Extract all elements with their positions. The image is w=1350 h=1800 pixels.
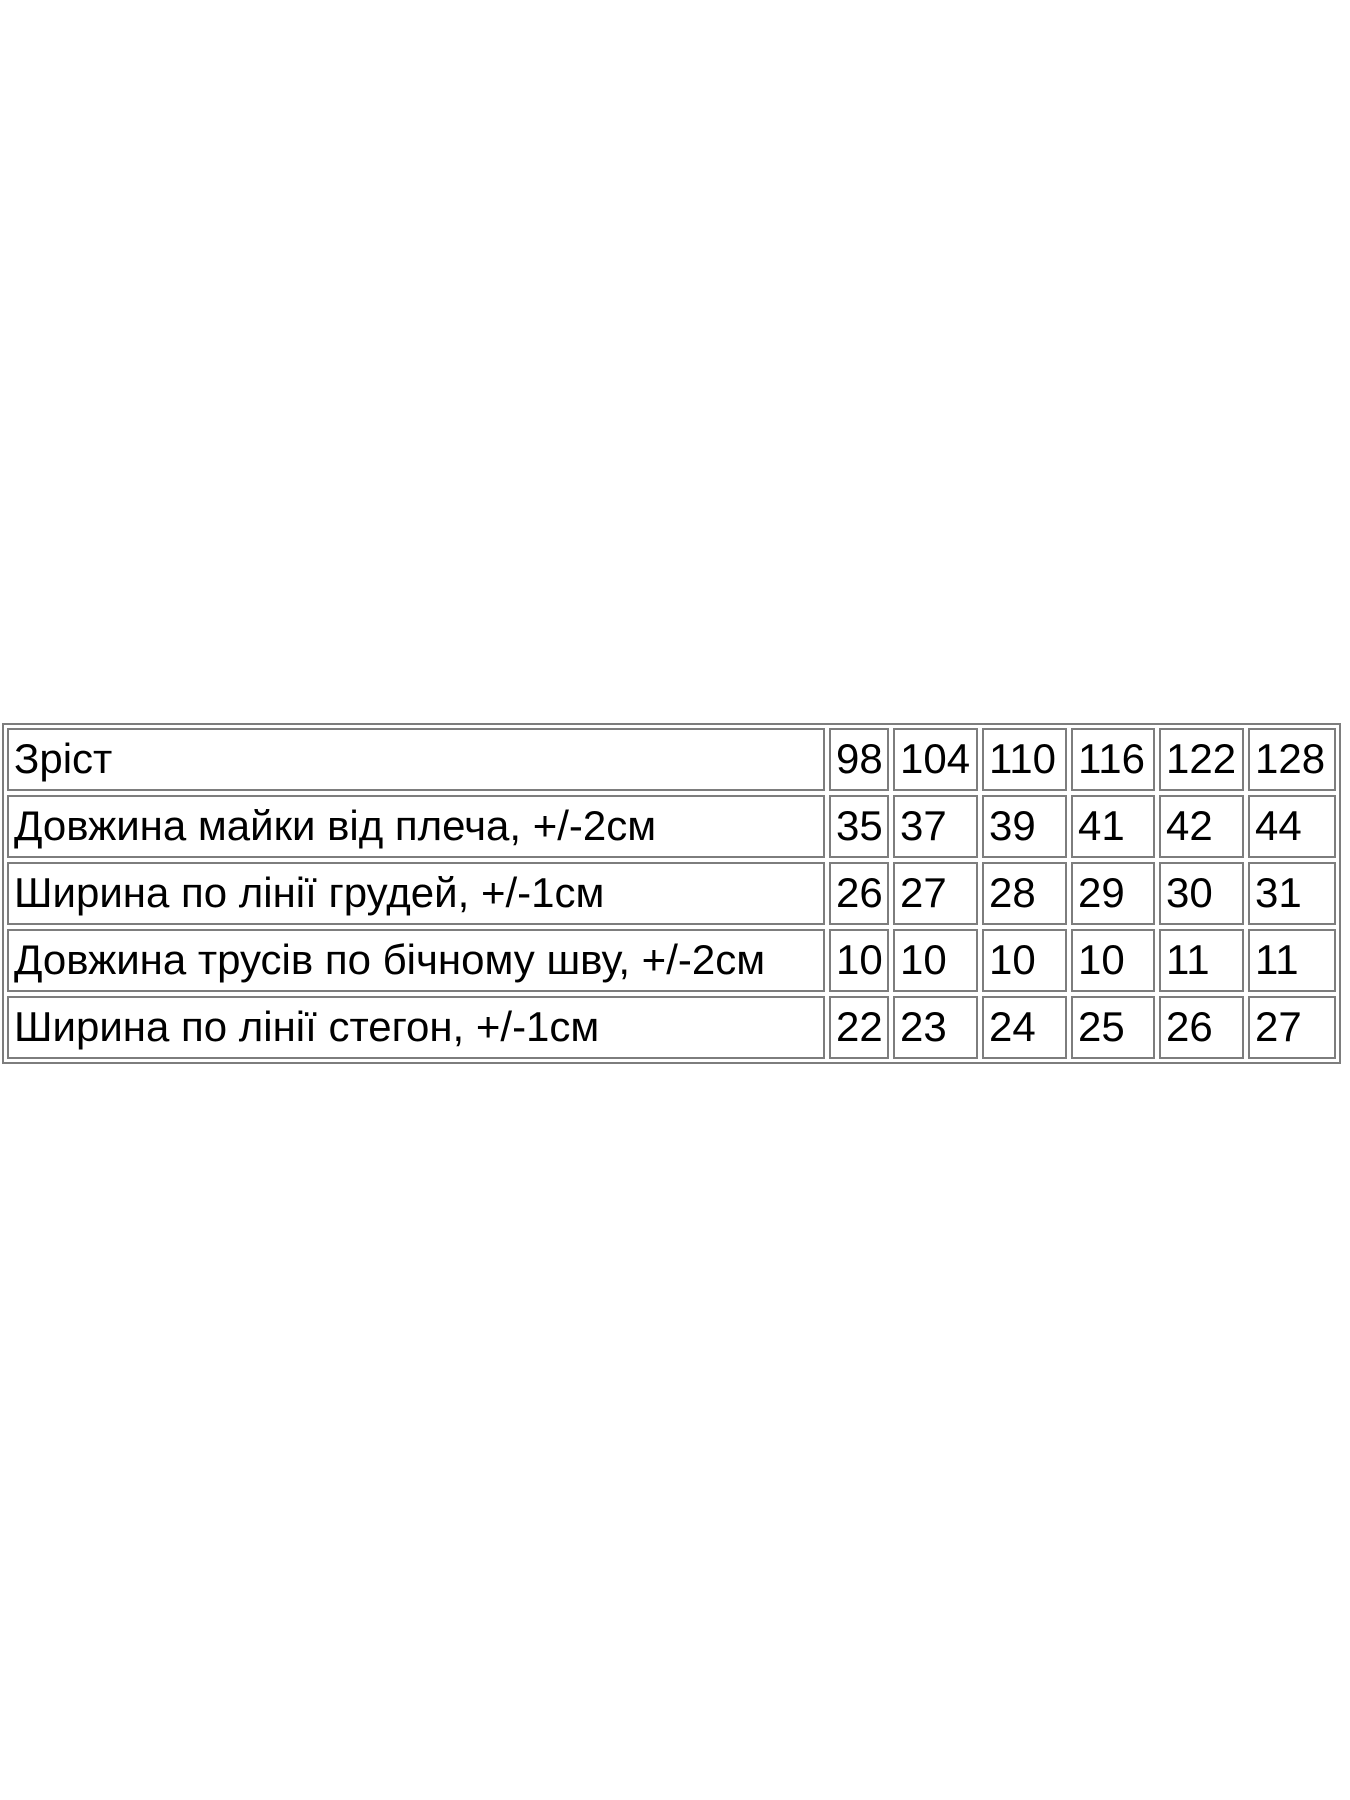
- top-length-value: 44: [1248, 795, 1336, 858]
- hip-width-value: 26: [1159, 996, 1244, 1059]
- row-label-briefs-length: Довжина трусів по бічному шву, +/-2см: [7, 929, 825, 992]
- briefs-length-value: 10: [1071, 929, 1155, 992]
- header-size-128: 128: [1248, 728, 1336, 791]
- header-height-label: Зріст: [7, 728, 825, 791]
- header-size-98: 98: [829, 728, 889, 791]
- chest-width-value: 31: [1248, 862, 1336, 925]
- briefs-length-value: 11: [1248, 929, 1336, 992]
- hip-width-value: 24: [982, 996, 1067, 1059]
- top-length-value: 42: [1159, 795, 1244, 858]
- briefs-length-value: 10: [893, 929, 978, 992]
- top-length-value: 39: [982, 795, 1067, 858]
- hip-width-value: 27: [1248, 996, 1336, 1059]
- briefs-length-value: 10: [829, 929, 889, 992]
- header-size-110: 110: [982, 728, 1067, 791]
- briefs-length-value: 11: [1159, 929, 1244, 992]
- header-size-104: 104: [893, 728, 978, 791]
- top-length-value: 41: [1071, 795, 1155, 858]
- hip-width-value: 22: [829, 996, 889, 1059]
- chest-width-value: 30: [1159, 862, 1244, 925]
- chest-width-value: 26: [829, 862, 889, 925]
- hip-width-value: 25: [1071, 996, 1155, 1059]
- top-length-value: 35: [829, 795, 889, 858]
- row-label-chest-width: Ширина по лінії грудей, +/-1см: [7, 862, 825, 925]
- briefs-length-value: 10: [982, 929, 1067, 992]
- chest-width-value: 28: [982, 862, 1067, 925]
- header-size-122: 122: [1159, 728, 1244, 791]
- top-length-value: 37: [893, 795, 978, 858]
- header-size-116: 116: [1071, 728, 1155, 791]
- size-chart-table: Зріст 98 104 110 116 122 128 Довжина май…: [2, 723, 1341, 1064]
- row-label-top-length: Довжина майки від плеча, +/-2см: [7, 795, 825, 858]
- chest-width-value: 27: [893, 862, 978, 925]
- hip-width-value: 23: [893, 996, 978, 1059]
- row-label-hip-width: Ширина по лінії стегон, +/-1см: [7, 996, 825, 1059]
- chest-width-value: 29: [1071, 862, 1155, 925]
